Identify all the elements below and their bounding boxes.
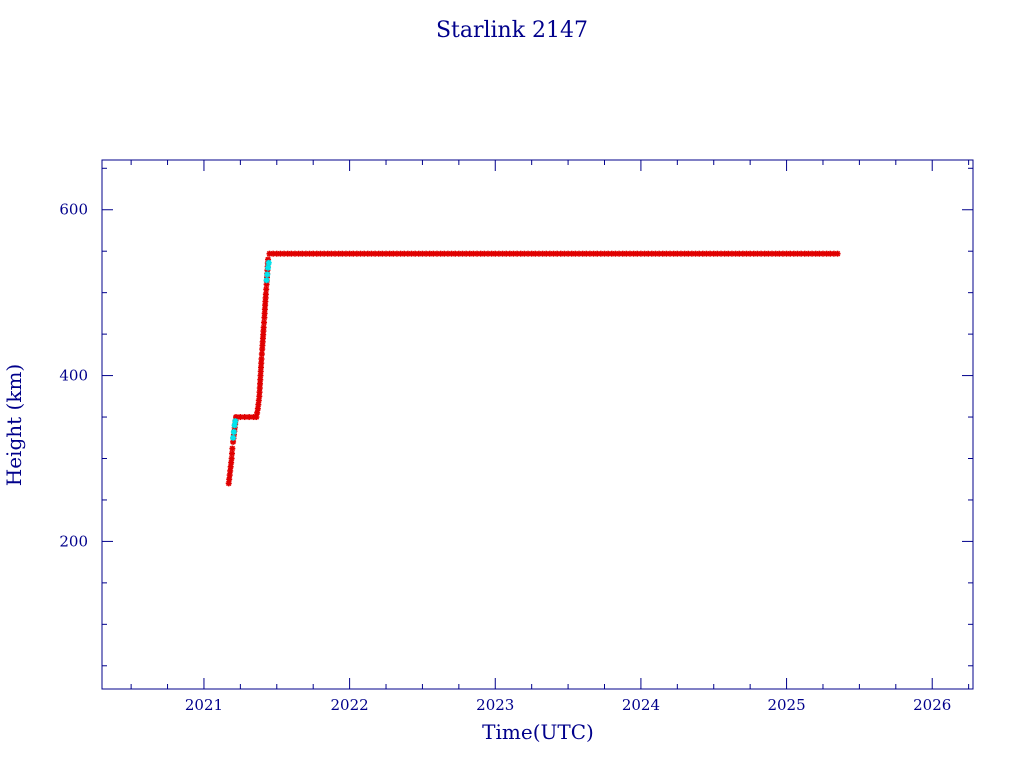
y-tick-labels: 200 400 600 [59,201,88,551]
data-point [265,259,272,266]
x-tick-label: 2024 [622,696,660,714]
data-point [261,319,268,326]
x-tick-labels: 2021 2022 2023 2024 2025 2026 [185,696,951,714]
data-point [232,418,239,425]
plot-frame [101,159,974,690]
data-point [801,250,808,257]
data-point [230,434,237,441]
data-point [226,476,233,483]
data-point [260,324,267,331]
data-point [263,277,270,284]
data-point [228,459,235,466]
chart-title: Starlink 2147 [436,18,588,43]
y-tick-label: 400 [59,367,88,385]
y-tick-label: 200 [59,532,88,550]
y-axis-label: Height (km) [2,364,26,486]
data-point [258,355,265,362]
data-point [241,414,248,421]
x-tick-label: 2023 [476,696,514,714]
data-point [226,472,233,479]
axis-ticks [102,160,973,689]
data-point [230,428,237,435]
y-tick-label: 600 [59,201,88,219]
x-tick-label: 2021 [185,696,223,714]
x-tick-label: 2026 [913,696,951,714]
data-points [225,250,841,487]
x-tick-label: 2022 [331,696,369,714]
x-axis-label: Time(UTC) [482,720,594,744]
data-point [227,467,234,474]
x-tick-label: 2025 [767,696,805,714]
data-point [227,463,234,470]
data-point [229,445,236,452]
data-point [264,271,271,278]
data-point [834,250,841,257]
